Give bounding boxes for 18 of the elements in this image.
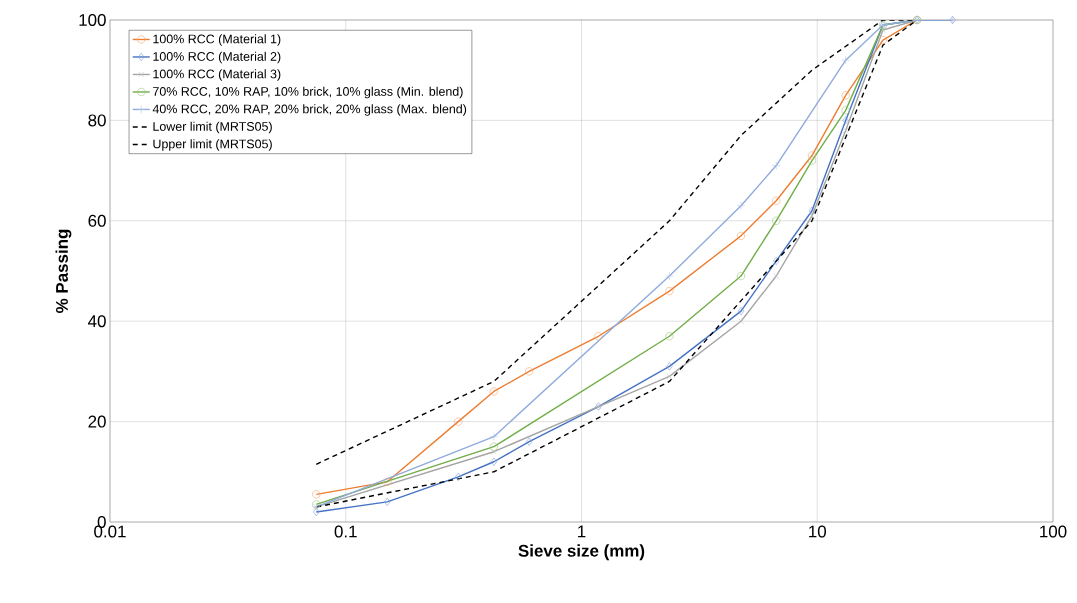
y-tick-label: 40	[88, 315, 106, 328]
legend-label: 70% RCC, 10% RAP, 10% brick, 10% glass (Min. blend)	[153, 86, 463, 99]
y-tick-label: 80	[88, 114, 106, 127]
legend-label: 100% RCC (Material 1)	[153, 34, 281, 46]
legend-label: 100% RCC (Material 2)	[153, 51, 281, 64]
y-axis-title: % Passing	[55, 229, 72, 313]
x-tick-label: 100	[1040, 525, 1067, 538]
x-tick-label: 0.1	[334, 525, 357, 538]
legend-label: Lower limit (MRTS05)	[153, 121, 272, 134]
y-tick-label: 100	[79, 14, 106, 26]
x-axis-title: Sieve size (mm)	[518, 544, 645, 561]
legend-label: 40% RCC, 20% RAP, 20% brick, 20% glass (Max. blend)	[152, 104, 467, 116]
x-tick-label: 10	[809, 525, 827, 538]
y-tick-label: 20	[88, 415, 106, 428]
x-tick-label: 1	[578, 525, 586, 538]
y-tick-label: 60	[88, 214, 106, 227]
legend-label: 100% RCC (Material 3)	[153, 69, 281, 81]
legend-label: Upper limit (MRTS05)	[153, 139, 272, 151]
